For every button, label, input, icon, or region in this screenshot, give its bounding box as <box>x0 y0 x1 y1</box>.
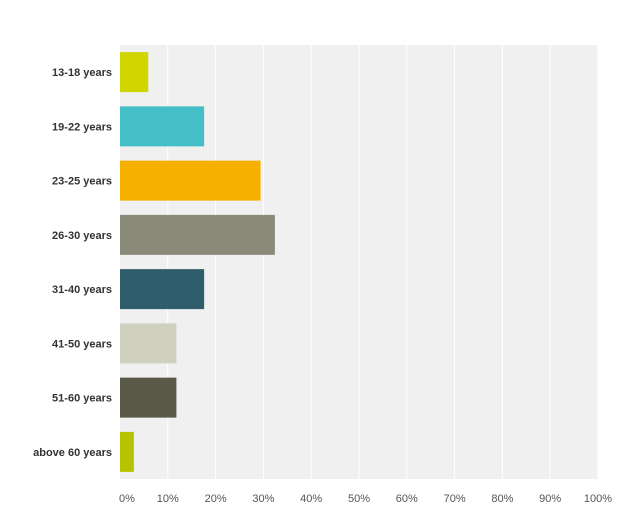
x-tick-label: 0% <box>119 493 135 505</box>
bar[interactable] <box>120 52 149 93</box>
category-label: 19-22 years <box>52 121 112 133</box>
x-tick-label: 100% <box>584 493 612 505</box>
x-tick-label: 10% <box>157 493 179 505</box>
bar[interactable] <box>120 160 261 201</box>
x-tick-label: 50% <box>348 493 370 505</box>
bar[interactable] <box>120 431 134 472</box>
bar[interactable] <box>120 323 177 364</box>
category-label: 31-40 years <box>52 284 112 296</box>
bar[interactable] <box>120 106 205 147</box>
category-label: 26-30 years <box>52 230 112 242</box>
x-axis-tick-labels: 0% 10% 20% 30% 40% 50% 60% 70% 80% 90% 100% <box>119 493 612 505</box>
gridlines <box>167 45 599 479</box>
category-labels: 13-18 years 19-22 years 23-25 years 26-30 y… <box>33 67 112 459</box>
category-label: above 60 years <box>33 447 112 459</box>
x-tick-label: 40% <box>300 493 322 505</box>
category-label: 13-18 years <box>52 67 112 79</box>
x-tick-label: 90% <box>539 493 561 505</box>
x-tick-label: 30% <box>252 493 274 505</box>
bar[interactable] <box>120 377 177 418</box>
x-tick-label: 70% <box>444 493 466 505</box>
category-label: 41-50 years <box>52 338 112 350</box>
x-tick-label: 60% <box>396 493 418 505</box>
category-label: 23-25 years <box>52 176 112 188</box>
category-label: 51-60 years <box>52 393 112 405</box>
bar[interactable] <box>120 269 205 310</box>
x-tick-label: 80% <box>491 493 513 505</box>
bar[interactable] <box>120 214 275 255</box>
bars <box>120 52 275 472</box>
x-tick-label: 20% <box>205 493 227 505</box>
